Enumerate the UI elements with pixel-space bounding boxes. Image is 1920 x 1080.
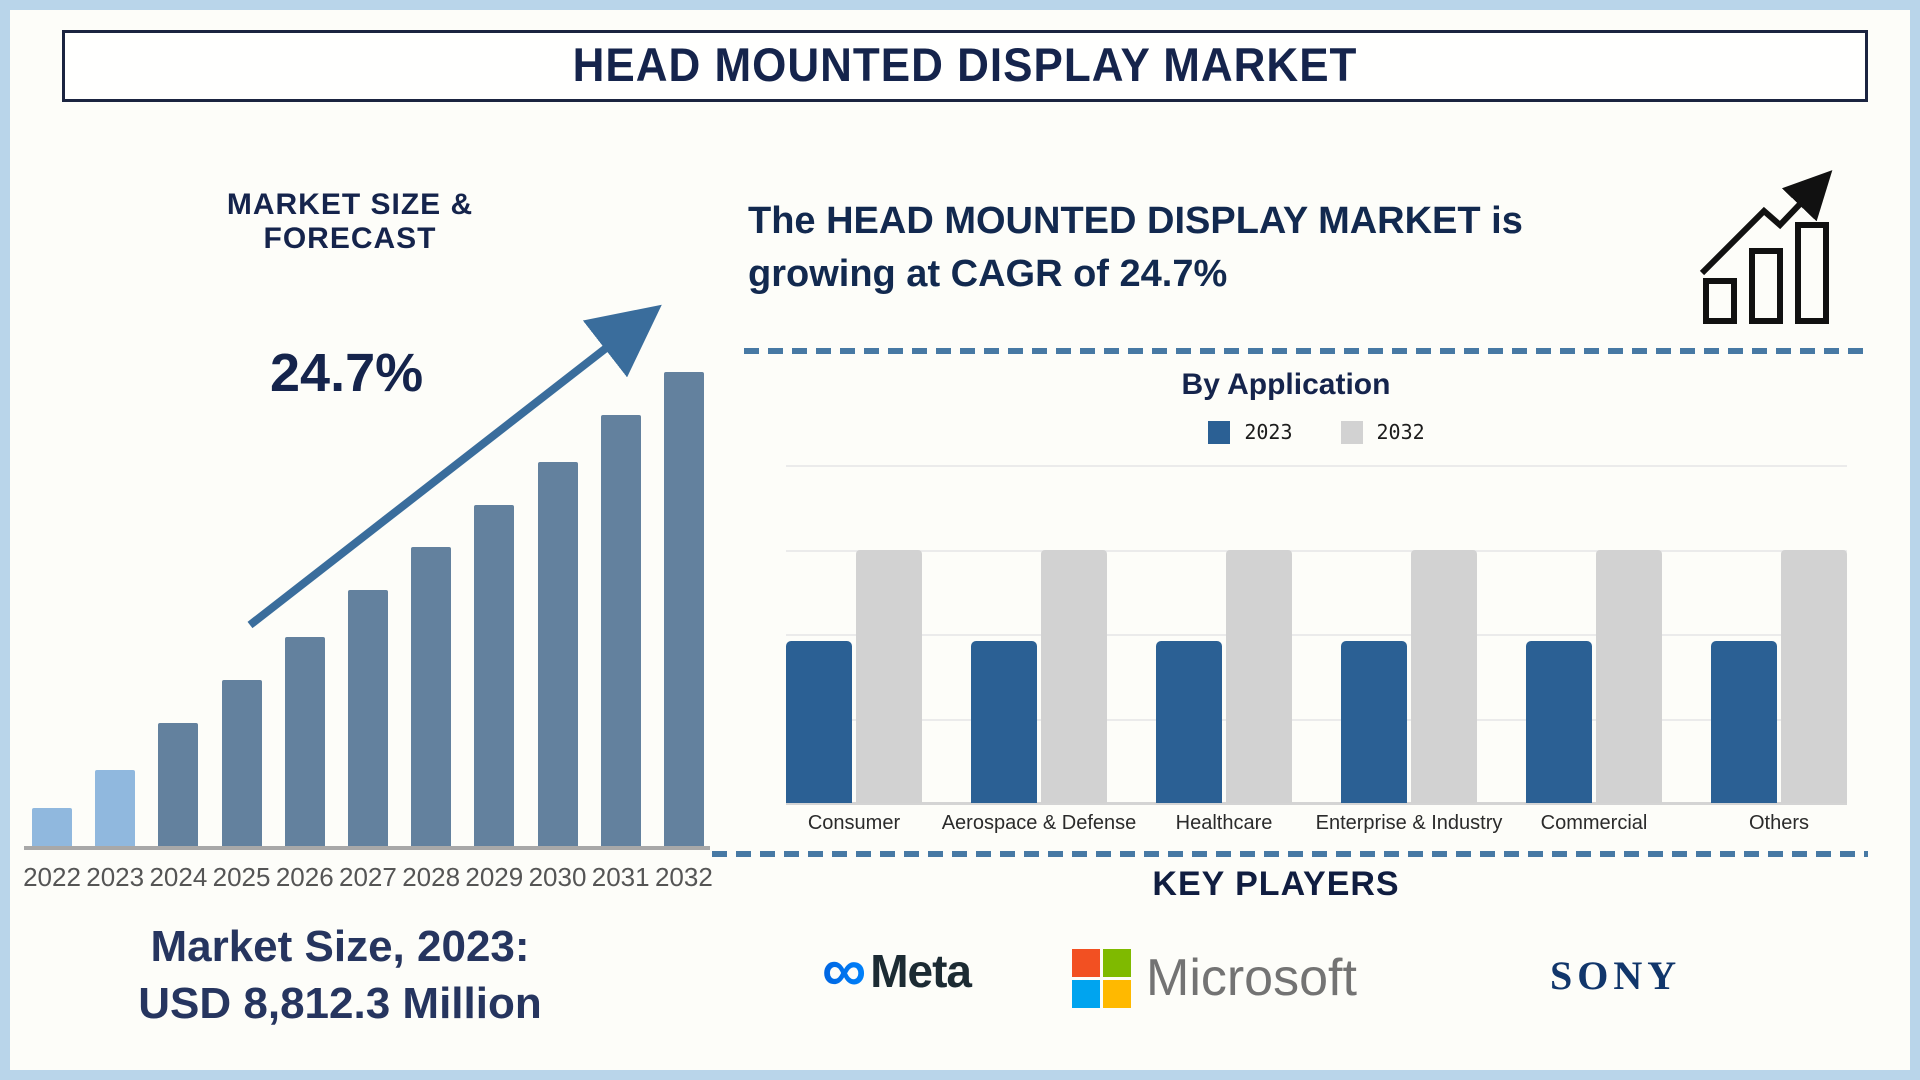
gridline xyxy=(786,718,1847,721)
forecast-year-label: 2032 xyxy=(654,862,713,892)
forecast-bar-2027 xyxy=(347,590,388,846)
application-bar-2032 xyxy=(1411,549,1477,803)
sony-logo-text: SONY xyxy=(1550,953,1682,998)
application-bar-2032 xyxy=(1781,549,1847,803)
forecast-bar-2032 xyxy=(663,372,704,846)
application-bar-2023 xyxy=(1526,640,1592,803)
meta-infinity-icon: ∞ xyxy=(822,936,867,1005)
application-x-axis xyxy=(786,802,1847,805)
application-bar-2032 xyxy=(856,549,922,803)
legend-swatch-2023 xyxy=(1208,420,1231,444)
application-bar-group xyxy=(786,465,922,803)
forecast-year-label: 2024 xyxy=(149,862,208,892)
application-bar-group xyxy=(1711,465,1847,803)
application-category-label: Enterprise & Industry xyxy=(1315,812,1503,834)
forecast-bar-2023 xyxy=(95,770,136,846)
application-category-label: Others xyxy=(1748,812,1810,834)
forecast-year-label: 2022 xyxy=(23,862,81,892)
forecast-bar-2030 xyxy=(537,462,578,846)
title-box: HEAD MOUNTED DISPLAY MARKET xyxy=(62,30,1868,102)
application-bars xyxy=(786,465,1847,803)
forecast-year-label: 2026 xyxy=(275,862,334,892)
market-size-callout: Market Size, 2023: USD 8,812.3 Million xyxy=(30,918,650,1032)
application-bar-2032 xyxy=(1596,549,1662,803)
application-bar-2032 xyxy=(1226,549,1292,803)
application-category-label: Commercial xyxy=(1540,812,1648,834)
application-bar-2023 xyxy=(1156,640,1222,803)
dashed-divider-top xyxy=(744,348,1868,354)
application-bar-group xyxy=(1526,465,1662,803)
cagr-headline-line1: The HEAD MOUNTED DISPLAY MARKET is xyxy=(748,200,1523,242)
trend-arrow-icon xyxy=(247,304,662,629)
gridline xyxy=(786,634,1847,636)
microsoft-logo: Microsoft xyxy=(1072,948,1357,1008)
forecast-bar-2025 xyxy=(221,680,262,846)
forecast-bar-2031 xyxy=(600,414,641,846)
page-title: HEAD MOUNTED DISPLAY MARKET xyxy=(572,39,1358,92)
forecast-year-labels: 2022 2023 2024 2025 2026 2027 2028 2029 2030 2031… xyxy=(23,862,713,893)
legend-swatch-2032 xyxy=(1340,420,1363,444)
forecast-year-label: 2029 xyxy=(465,862,524,892)
forecast-bar-2029 xyxy=(474,504,515,846)
application-bar-2023 xyxy=(1711,640,1777,803)
forecast-chart-title: MARKET SIZE & FORECAST xyxy=(226,188,474,255)
microsoft-squares-icon xyxy=(1072,948,1131,1008)
key-players-heading: KEY PLAYERS xyxy=(1152,865,1400,903)
forecast-year-label: 2023 xyxy=(86,862,145,892)
forecast-x-axis xyxy=(24,846,710,850)
forecast-year-label: 2031 xyxy=(591,862,650,892)
forecast-year-label: 2025 xyxy=(212,862,271,892)
application-bar-group xyxy=(971,465,1107,803)
growth-chart-icon xyxy=(1699,170,1833,324)
application-bar-group xyxy=(1341,465,1477,803)
gridline xyxy=(786,465,1847,467)
application-bar-2032 xyxy=(1041,549,1107,803)
forecast-bars xyxy=(32,372,704,846)
application-category-label: Healthcare xyxy=(1175,812,1273,834)
application-category-label: Consumer xyxy=(807,812,901,834)
forecast-bar-2028 xyxy=(411,547,452,846)
forecast-bar-2024 xyxy=(158,722,199,846)
application-bar-2023 xyxy=(1341,640,1407,803)
market-size-line1: Market Size, 2023: xyxy=(150,922,530,971)
market-size-line2: USD 8,812.3 Million xyxy=(138,979,542,1028)
application-legend: 2023 2032 xyxy=(786,419,1847,445)
application-chart-title: By Application xyxy=(1181,368,1391,401)
dashed-divider-bottom xyxy=(712,851,1868,857)
microsoft-logo-text: Microsoft xyxy=(1146,949,1357,1007)
forecast-year-label: 2028 xyxy=(402,862,461,892)
application-bar-2023 xyxy=(971,640,1037,803)
application-bar-group xyxy=(1156,465,1292,803)
forecast-year-label: 2027 xyxy=(339,862,397,892)
application-plot-area xyxy=(786,465,1847,805)
cagr-headline-line2: growing at CAGR of 24.7% xyxy=(748,253,1228,295)
application-bar-2023 xyxy=(786,640,852,803)
legend-label-2032: 2032 xyxy=(1376,420,1425,444)
cagr-annotation: 24.7% xyxy=(270,343,424,403)
application-category-labels: Consumer Aerospace & Defense Healthcare Ent… xyxy=(786,812,1847,835)
application-category-label: Aerospace & Defense xyxy=(941,812,1137,834)
meta-logo: ∞ Meta xyxy=(822,936,972,1005)
forecast-year-label: 2030 xyxy=(528,862,587,892)
gridline xyxy=(786,549,1847,552)
cagr-headline: The HEAD MOUNTED DISPLAY MARKET is growi… xyxy=(748,195,1708,301)
meta-logo-text: Meta xyxy=(870,945,972,997)
forecast-bar-2022 xyxy=(32,808,72,846)
legend-label-2023: 2023 xyxy=(1244,420,1293,444)
forecast-bar-2026 xyxy=(284,637,325,846)
sony-logo: SONY xyxy=(1550,952,1681,999)
